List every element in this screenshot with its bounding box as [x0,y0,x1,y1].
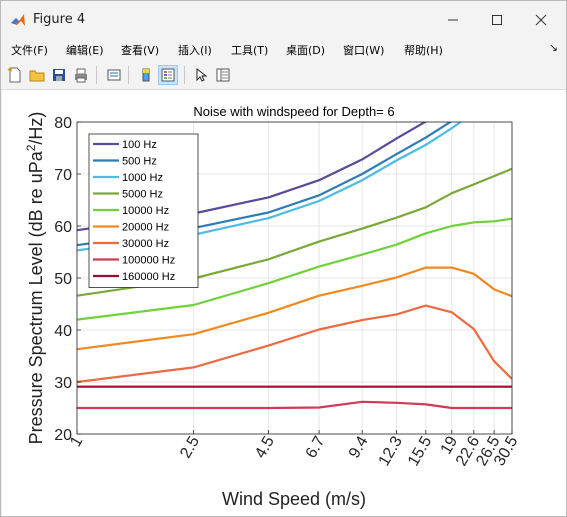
y-axis-ticks: 20 30 40 50 60 70 80 [54,115,81,444]
title-bar: Figure 4 [1,1,566,39]
minimize-icon [448,19,458,21]
legend-label: 500 Hz [122,156,157,168]
y-tick-label: 30 [54,375,72,392]
x-tick-label: 6.7 [303,433,329,461]
property-editor-button[interactable] [213,65,233,85]
print-icon [75,68,87,83]
legend-label: 20000 Hz [122,222,169,234]
legend-icon [161,68,175,82]
y-tick-label: 80 [54,115,72,132]
x-tick-label: 4.5 [252,433,278,461]
x-axis-label: Wind Speed (m/s) [222,489,366,509]
menu-desktop[interactable]: 桌面(D) [286,44,326,57]
series-line [77,167,512,297]
series-line [77,122,428,232]
series-line [77,400,512,410]
folder-icon [29,70,45,82]
close-icon [535,14,547,26]
y-axis-label-end: /Hz) [26,112,46,145]
menu-window[interactable]: 窗口(W) [343,44,385,57]
legend-label: 10000 Hz [122,205,169,217]
chart-title: Noise with windspeed for Depth= 6 [193,104,394,119]
series-line [77,217,512,321]
menu-insert[interactable]: 插入(I) [178,44,212,57]
series-line [77,304,512,384]
matlab-logo-icon [11,14,25,26]
toolbar [1,61,566,90]
menu-file[interactable]: 文件(F) [11,44,48,57]
toolbar-separator [128,66,129,84]
series-line [77,122,453,247]
legend-label: 30000 Hz [122,238,169,250]
series-line [77,122,463,252]
legend-label: 100000 Hz [122,255,175,267]
menu-bar: 文件(F) 编辑(E) 查看(V) 插入(I) 工具(T) 桌面(D) 窗口(W… [1,39,566,61]
legend-label: 5000 Hz [122,189,163,201]
x-tick-label: 9.4 [346,433,372,461]
link-plot-button[interactable] [104,65,124,85]
y-tick-label: 60 [54,219,72,236]
print-button[interactable] [71,65,91,85]
save-icon [53,69,65,81]
maximize-icon [492,15,502,25]
toolbar-separator [184,66,185,84]
menu-view[interactable]: 查看(V) [121,44,160,57]
dock-arrow-icon[interactable]: ↘ [548,41,558,54]
x-tick-label: 1 [67,433,86,449]
legend-label: 160000 Hz [122,271,175,283]
new-figure-button[interactable] [5,65,25,85]
legend-label: 100 Hz [122,139,157,151]
window-title: Figure 4 [33,12,86,27]
minimize-button[interactable] [431,5,475,35]
legend-button[interactable] [158,65,178,85]
arrow-pointer-icon [196,67,208,82]
figure-canvas: 20 30 40 50 60 70 80 1 2.5 4.5 6.7 9.4 12.3 15.5 19 2 2… [2,90,566,516]
x-tick-label: 2.5 [177,433,203,461]
save-button[interactable] [49,65,69,85]
y-tick-label: 50 [54,271,72,288]
legend-label: 1000 Hz [122,172,163,184]
y-axis-label-sup: 2 [24,144,38,151]
pointer-button[interactable] [191,65,211,85]
property-editor-icon [216,68,230,82]
new-file-icon [7,67,21,83]
colorbar-icon [142,68,150,82]
close-button[interactable] [519,5,563,35]
maximize-button[interactable] [475,5,519,35]
series-line [77,266,512,351]
y-axis-label: Pressure Spectrum Level (dB re uPa2/Hz) [24,112,46,445]
y-tick-label: 40 [54,323,72,340]
y-tick-label: 20 [54,427,72,444]
menu-tools[interactable]: 工具(T) [231,44,269,57]
menu-edit[interactable]: 编辑(E) [66,44,104,57]
legend[interactable]: 100 Hz 500 Hz 1000 Hz 5000 Hz 10000 Hz 20000 … [88,133,199,288]
line-chart: 20 30 40 50 60 70 80 1 2.5 4.5 6.7 9.4 12.3 15.5 19 2 2… [24,104,522,509]
colorbar-button[interactable] [136,65,156,85]
series-lines [77,122,512,410]
link-plot-icon [107,69,121,81]
x-tick-label: 15.5 [405,433,435,469]
toolbar-separator [96,66,97,84]
menu-help[interactable]: 帮助(H) [404,44,443,57]
open-file-button[interactable] [27,65,47,85]
x-tick-label: 19 [438,433,462,457]
y-tick-label: 70 [54,167,72,184]
y-axis-label-main: Pressure Spectrum Level (dB re uPa [26,150,46,444]
x-tick-label: 12.3 [376,433,406,469]
